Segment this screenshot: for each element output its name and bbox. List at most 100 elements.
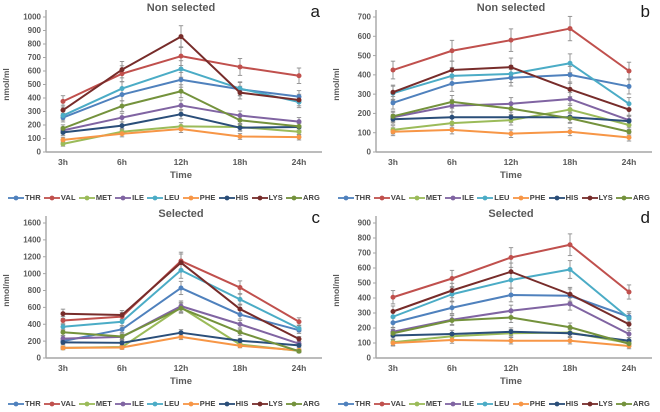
data-point-ARG bbox=[296, 348, 302, 354]
data-point-LYS bbox=[567, 291, 573, 297]
legend-marker-icon bbox=[616, 401, 633, 406]
data-point-HIS bbox=[119, 340, 125, 346]
data-point-LEU bbox=[626, 315, 632, 321]
data-point-ARG bbox=[237, 329, 243, 335]
y-tick-label: 700 bbox=[28, 53, 42, 62]
y-tick-label: 1200 bbox=[23, 252, 41, 261]
legend-label: MET bbox=[95, 399, 112, 408]
data-point-LYS bbox=[449, 67, 455, 73]
legend-marker-icon bbox=[581, 401, 598, 406]
legend-marker-icon bbox=[115, 401, 132, 406]
chart-d-legend: THR VAL MET ILE LEU PHE HIS LYS ARG bbox=[330, 399, 660, 408]
data-point-PHE bbox=[178, 126, 184, 132]
legend-label: LEU bbox=[164, 399, 180, 408]
data-point-THR bbox=[237, 312, 243, 318]
data-point-MET bbox=[449, 120, 455, 126]
data-point-THR bbox=[390, 100, 396, 106]
legend-label: PHE bbox=[529, 193, 546, 202]
data-point-THR bbox=[119, 92, 125, 98]
legend-item-HIS: HIS bbox=[218, 399, 249, 408]
data-point-PHE bbox=[449, 337, 455, 343]
legend-marker-icon bbox=[8, 401, 24, 406]
x-tick-label: 24h bbox=[622, 363, 637, 373]
data-point-ARG bbox=[449, 318, 455, 323]
legend-marker-icon bbox=[78, 401, 95, 406]
data-point-HIS bbox=[60, 339, 66, 345]
legend-item-ARG: ARG bbox=[286, 399, 320, 408]
data-point-LEU bbox=[626, 101, 632, 107]
y-tick-label: 700 bbox=[358, 249, 372, 258]
y-tick-label: 400 bbox=[358, 294, 372, 303]
legend-marker-icon bbox=[251, 401, 268, 406]
data-point-ARG bbox=[119, 333, 125, 339]
data-point-LYS bbox=[237, 306, 243, 312]
legend-marker-icon bbox=[445, 195, 462, 200]
legend-label: THR bbox=[25, 399, 41, 408]
x-tick-label: 12h bbox=[174, 157, 189, 167]
data-point-THR bbox=[119, 326, 125, 332]
legend-label: HIS bbox=[565, 193, 579, 202]
chart-panel-a: Non selected a 0 100 200 300 400 500 600 700 800 90… bbox=[0, 0, 330, 206]
chart-panel-b: Non selected b 0 100 200 300 400 500 600 700 3h 6h 1… bbox=[330, 0, 660, 206]
data-point-HIS bbox=[178, 111, 184, 117]
legend-item-HIS: HIS bbox=[548, 193, 579, 202]
legend-marker-icon bbox=[251, 195, 268, 200]
data-point-ILE bbox=[237, 113, 243, 119]
legend-label: LEU bbox=[494, 399, 510, 408]
chart-panel-d: Selected d 0 100 200 300 400 500 600 700 800 900 3h 6… bbox=[330, 206, 660, 412]
y-tick-label: 900 bbox=[28, 26, 42, 35]
data-point-THR bbox=[508, 292, 514, 298]
data-point-LEU bbox=[237, 86, 243, 92]
legend-label: HIS bbox=[565, 399, 579, 408]
legend-item-THR: THR bbox=[338, 399, 371, 408]
legend-label: VAL bbox=[390, 399, 406, 408]
legend-marker-icon bbox=[408, 195, 425, 200]
data-point-LYS bbox=[626, 321, 632, 327]
legend-item-ARG: ARG bbox=[286, 193, 320, 202]
legend-marker-icon bbox=[477, 195, 494, 200]
panel-letter: c bbox=[312, 208, 321, 227]
legend-marker-icon bbox=[43, 401, 60, 406]
y-tick-label: 0 bbox=[367, 354, 372, 363]
data-point-HIS bbox=[626, 118, 632, 124]
data-point-LEU bbox=[60, 113, 66, 119]
data-point-HIS bbox=[237, 338, 243, 344]
legend-item-MET: MET bbox=[78, 193, 112, 202]
y-tick-label: 100 bbox=[358, 128, 372, 137]
chart-svg-b: Non selected b 0 100 200 300 400 500 600 700 3h 6h 1… bbox=[331, 2, 652, 181]
legend-marker-icon bbox=[445, 401, 462, 406]
data-point-ARG bbox=[449, 99, 455, 105]
panel-letter: b bbox=[641, 2, 650, 21]
legend-label: THR bbox=[355, 399, 371, 408]
data-point-ILE bbox=[567, 96, 573, 102]
y-tick-label: 600 bbox=[358, 264, 372, 273]
y-tick-label: 1600 bbox=[23, 219, 41, 228]
legend-label: MET bbox=[95, 193, 112, 202]
chart-c-legend: THR VAL MET ILE LEU PHE HIS LYS ARG bbox=[0, 399, 330, 408]
legend-marker-icon bbox=[373, 401, 390, 406]
data-point-PHE bbox=[390, 340, 396, 346]
legend-item-PHE: PHE bbox=[182, 399, 216, 408]
data-point-THR bbox=[449, 81, 455, 87]
y-tick-label: 1000 bbox=[23, 269, 41, 278]
chart-svg-d: Selected d 0 100 200 300 400 500 600 700 800 900 3h 6… bbox=[331, 208, 652, 387]
legend-marker-icon bbox=[115, 195, 132, 200]
legend-item-ILE: ILE bbox=[445, 399, 474, 408]
data-point-ILE bbox=[296, 119, 302, 125]
data-point-PHE bbox=[119, 344, 125, 350]
data-point-ARG bbox=[119, 103, 125, 109]
legend-label: ILE bbox=[462, 399, 475, 408]
data-point-PHE bbox=[237, 133, 243, 139]
data-point-ILE bbox=[60, 336, 66, 342]
data-point-PHE bbox=[567, 338, 573, 344]
x-tick-label: 24h bbox=[622, 157, 637, 167]
chart-panel-c: Selected c 0 200 400 600 800 1000 1200 1400 1600 3h… bbox=[0, 206, 330, 412]
legend-marker-icon bbox=[286, 195, 303, 200]
chart-a-legend: THR VAL MET ILE LEU PHE HIS LYS ARG bbox=[0, 193, 330, 202]
legend-marker-icon bbox=[408, 401, 425, 406]
data-point-HIS bbox=[567, 330, 573, 336]
data-point-PHE bbox=[390, 129, 396, 135]
data-point-LYS bbox=[508, 64, 514, 70]
data-point-VAL bbox=[178, 53, 184, 59]
data-point-VAL bbox=[567, 242, 573, 248]
